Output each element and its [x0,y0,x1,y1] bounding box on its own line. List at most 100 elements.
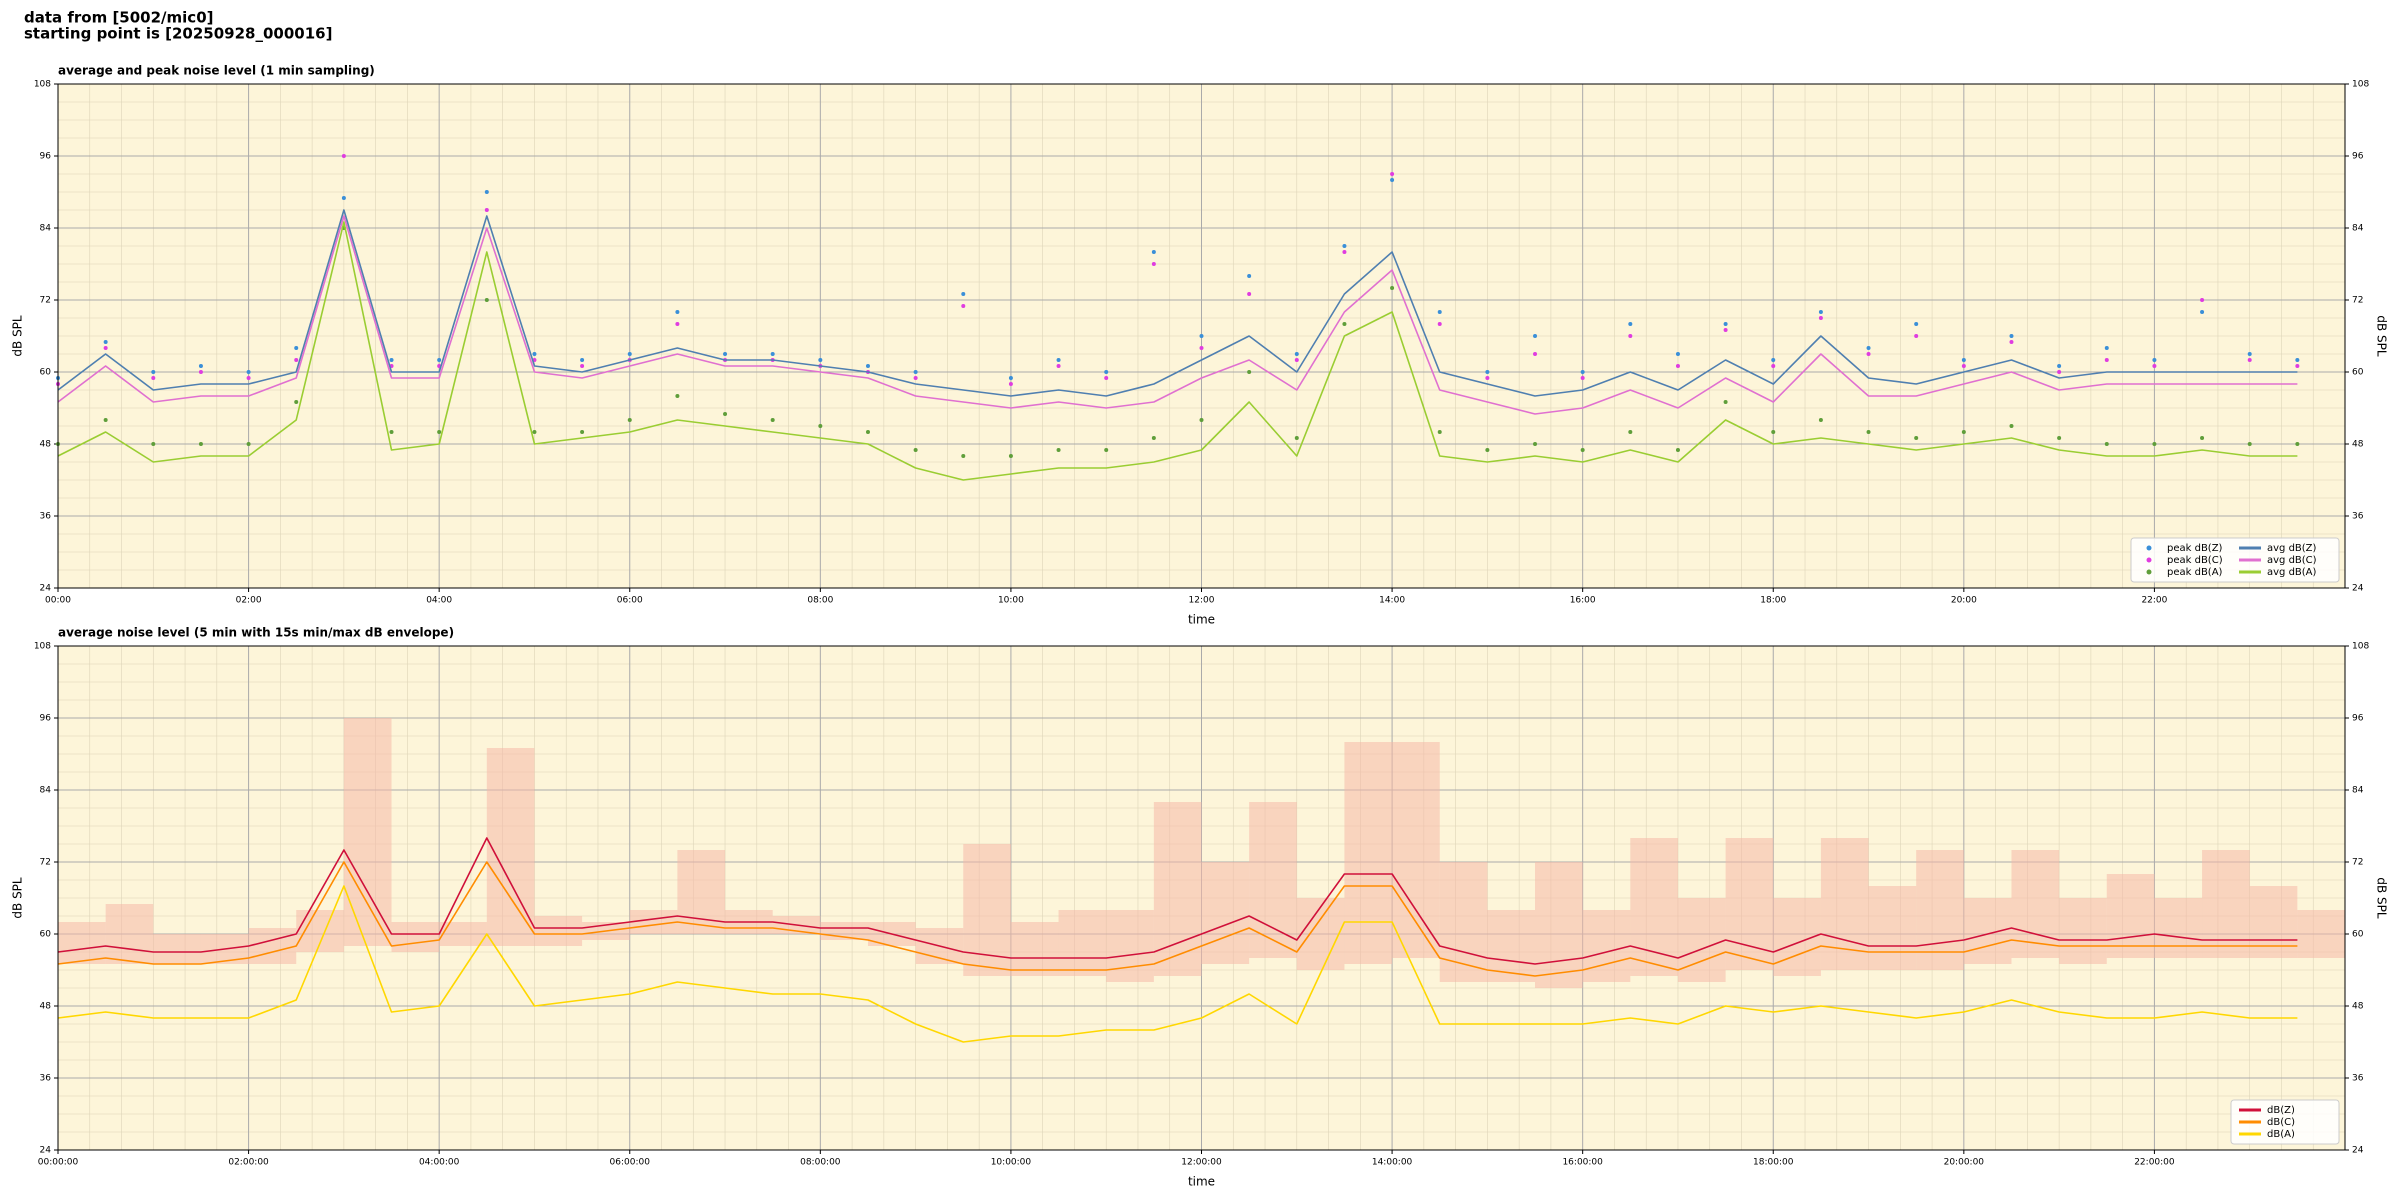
envelope-band [1153,802,1202,976]
envelope-band [2106,874,2155,958]
peak-point [1056,364,1061,368]
peak-point [1104,448,1109,452]
x-tick-label: 12:00:00 [1181,1158,1222,1168]
y-tick-label: 96 [2352,714,2364,724]
envelope-band [1916,850,1964,970]
peak-point [1104,370,1109,374]
envelope-band [439,922,487,946]
x-tick-label: 16:00:00 [1562,1158,1603,1168]
peak-point [294,346,299,350]
peak-point [1628,334,1633,338]
envelope-band [2202,850,2250,958]
peak-point [1580,370,1585,374]
legend: peak dB(Z)peak dB(C)peak dB(A)avg dB(Z)a… [2130,537,2340,583]
peak-point [1485,448,1490,452]
peak-point [103,340,108,344]
x-tick-label: 22:00 [2141,596,2167,606]
x-tick-label: 14:00:00 [1372,1158,1413,1168]
peak-point [913,448,918,452]
envelope-band [1249,802,1297,958]
series-line [57,861,2298,977]
envelope-band [1439,862,1488,982]
peak-point [2104,346,2109,350]
peak-point [675,394,680,398]
y-tick-label: 72 [2352,858,2363,868]
peak-point [580,358,585,362]
peak-point [1056,358,1061,362]
peak-point [865,364,870,368]
series-line [57,209,2298,397]
y-tick-label: 84 [2352,224,2364,234]
peak-point [151,370,156,374]
x-tick-label: 08:00 [807,596,833,606]
peak-point [2247,442,2252,446]
envelope-band [1058,910,1107,976]
peak-point [151,442,156,446]
peak-point [2057,364,2062,368]
peak-point [1723,328,1728,332]
series-line [57,215,2298,415]
peak-point [198,364,203,368]
peak-point [675,310,680,314]
peak-point [1342,322,1347,326]
x-tick-label: 02:00:00 [228,1158,269,1168]
legend-label: dB(Z) [2267,1105,2295,1116]
chart-title: average and peak noise level (1 min samp… [58,64,375,78]
chart-title: average noise level (5 min with 15s min/… [58,626,454,640]
envelope-band [1582,910,1631,982]
peak-point [103,418,108,422]
peak-point [1914,436,1919,440]
x-tick-label: 10:00:00 [991,1158,1032,1168]
peak-point [2152,442,2157,446]
peak-point [2104,442,2109,446]
peak-point [1104,376,1109,380]
peak-point [1247,274,1252,278]
legend-marker [2146,545,2152,551]
legend-label: dB(A) [2267,1129,2295,1140]
peak-point [1675,352,1680,356]
peak-point [1866,346,1871,350]
envelope-band [1677,898,1726,982]
legend-marker [2146,557,2152,563]
envelope-band [1820,838,1869,970]
peak-point [1533,334,1538,338]
peak-point [437,358,442,362]
legend-label: peak dB(Z) [2167,543,2223,554]
y-tick-label: 24 [40,584,52,594]
peak-point [675,322,680,326]
y-tick-label: 84 [2352,786,2364,796]
peak-point [1199,346,1204,350]
x-tick-label: 16:00 [1570,596,1596,606]
envelope-band [1106,910,1154,982]
y-tick-label: 96 [40,714,52,724]
y-tick-label: 24 [2352,1146,2364,1156]
legend-label: avg dB(Z) [2267,543,2317,554]
envelope-band [1296,898,1345,970]
y-tick-label: 108 [34,80,51,90]
peak-point [246,442,251,446]
peak-point [2057,370,2062,374]
peak-point [198,370,203,374]
peak-point [1247,292,1252,296]
peak-point [818,424,823,428]
x-tick-label: 06:00 [617,596,643,606]
y-tick-label: 36 [2352,512,2364,522]
peak-point [532,352,537,356]
peak-point [2152,364,2157,368]
envelope-band [1535,862,1583,988]
peak-point [770,352,775,356]
peak-point [1294,436,1299,440]
peak-point [1437,310,1442,314]
peak-point [246,376,251,380]
peak-point [437,430,442,434]
peak-point [2295,358,2300,362]
x-tick-label: 00:00 [45,596,71,606]
peak-point [1008,382,1013,386]
y-tick-label: 60 [40,368,52,378]
y-tick-label: 108 [34,642,51,652]
legend-label: peak dB(A) [2167,567,2223,578]
envelope-band [296,910,344,952]
peak-point [1294,358,1299,362]
